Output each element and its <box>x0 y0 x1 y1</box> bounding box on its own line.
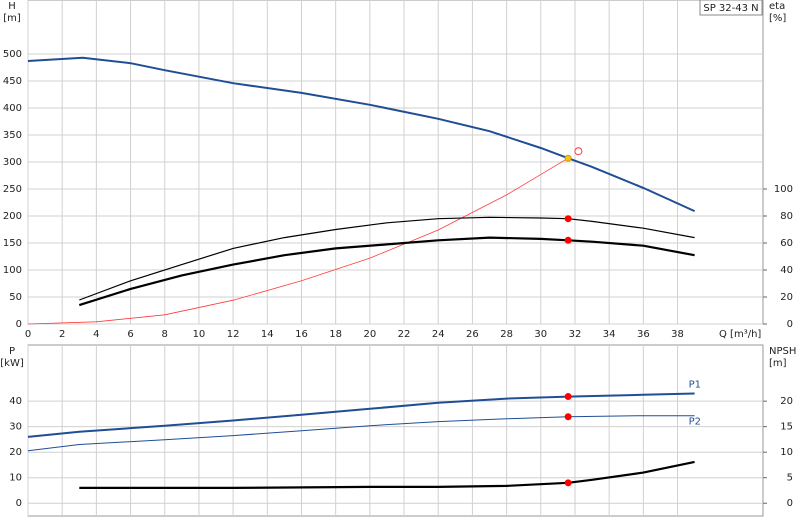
y2-tick-label: 20 <box>780 292 793 303</box>
y-axis-unit: [kW] <box>0 358 24 369</box>
x-tick-label: 38 <box>671 329 684 340</box>
marker <box>564 393 572 401</box>
y2-tick-label: 40 <box>780 265 793 276</box>
y2-tick-label: 80 <box>780 211 793 222</box>
x-tick-label: 4 <box>93 329 99 340</box>
x-tick-label: 10 <box>193 329 206 340</box>
y-tick-label: 250 <box>3 184 22 195</box>
x-tick-label: 14 <box>261 329 274 340</box>
curve <box>79 216 695 301</box>
curve <box>27 56 696 213</box>
y-axis-label: P <box>9 346 15 357</box>
plot-area <box>27 344 764 517</box>
y-tick-label: 100 <box>3 265 22 276</box>
series-label: P1 <box>689 379 701 390</box>
marker <box>564 215 572 223</box>
x-tick-label: 32 <box>569 329 582 340</box>
y2-axis-label: NPSH <box>769 346 796 357</box>
x-tick-label: 20 <box>363 329 376 340</box>
y-tick-label: 40 <box>9 396 22 407</box>
x-tick-label: 2 <box>59 329 65 340</box>
y2-tick-label: 60 <box>780 238 793 249</box>
y-tick-label: 350 <box>3 130 22 141</box>
y2-tick-label: 10 <box>780 447 793 458</box>
y2-axis-unit: [m] <box>769 358 787 369</box>
curve <box>27 415 695 452</box>
marker <box>564 413 572 421</box>
y-tick-label: 0 <box>16 498 22 509</box>
x-axis-label: Q [m³/h] <box>719 329 761 340</box>
x-tick-label: 30 <box>534 329 547 340</box>
x-tick-label: 34 <box>603 329 616 340</box>
x-tick-label: 16 <box>295 329 308 340</box>
curve <box>78 236 695 307</box>
series-label: P2 <box>689 417 701 428</box>
y-tick-label: 450 <box>3 76 22 87</box>
curve <box>27 392 695 438</box>
x-tick-label: 28 <box>500 329 513 340</box>
y2-axis-label: eta <box>769 1 785 12</box>
x-tick-label: 22 <box>398 329 411 340</box>
y2-tick-label: 20 <box>780 396 793 407</box>
y-tick-label: 200 <box>3 211 22 222</box>
y-tick-label: 500 <box>3 49 22 60</box>
y-tick-label: 400 <box>3 103 22 114</box>
x-tick-label: 0 <box>25 329 31 340</box>
y2-axis-unit: [%] <box>769 13 786 24</box>
y-tick-label: 20 <box>9 447 22 458</box>
y-tick-label: 10 <box>9 473 22 484</box>
y2-tick-label: 15 <box>780 422 793 433</box>
x-tick-label: 8 <box>162 329 168 340</box>
x-tick-label: 12 <box>227 329 240 340</box>
marker <box>564 154 572 162</box>
y2-tick-label: 100 <box>774 184 793 195</box>
x-tick-label: 24 <box>432 329 445 340</box>
y-tick-label: 300 <box>3 157 22 168</box>
y-tick-label: 150 <box>3 238 22 249</box>
y2-tick-label: 5 <box>787 473 793 484</box>
y2-tick-label: 0 <box>787 498 793 509</box>
marker <box>574 147 583 156</box>
y2-tick-label: 0 <box>787 319 793 330</box>
chart-title: SP 32-43 N <box>703 3 758 14</box>
y-tick-label: 30 <box>9 422 22 433</box>
curve <box>79 460 695 489</box>
y-tick-label: 50 <box>9 292 22 303</box>
marker <box>564 236 572 244</box>
x-tick-label: 18 <box>329 329 342 340</box>
y-axis-label: H <box>8 1 16 12</box>
x-tick-label: 6 <box>127 329 133 340</box>
y-tick-label: 0 <box>16 319 22 330</box>
curve <box>27 157 569 325</box>
title-box <box>699 0 763 16</box>
x-tick-label: 26 <box>466 329 479 340</box>
y-axis-unit: [m] <box>3 13 21 24</box>
x-tick-label: 36 <box>637 329 650 340</box>
marker <box>564 479 572 487</box>
